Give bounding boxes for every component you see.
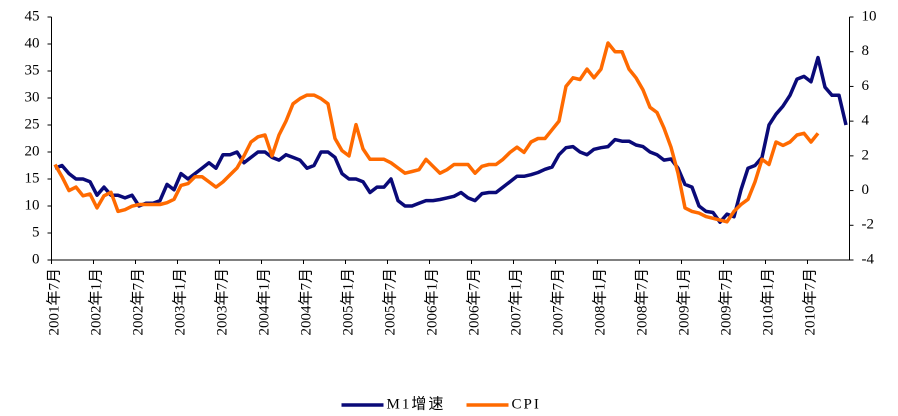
y-tick-label: 30 <box>25 89 40 105</box>
y-tick-label: 10 <box>25 197 40 213</box>
x-tick-label: 2004年7月 <box>297 268 314 336</box>
x-tick-label: 2010年7月 <box>801 268 818 336</box>
y2-tick-label: -2 <box>862 217 875 233</box>
y2-tick-label: -4 <box>862 251 875 267</box>
y-tick-label: 0 <box>32 251 40 267</box>
y-tick-label: 25 <box>25 116 40 132</box>
x-tick-label: 2005年1月 <box>339 268 356 336</box>
y2-tick-label: 8 <box>862 43 870 59</box>
y2-tick-label: 2 <box>862 147 870 163</box>
y2-tick-label: 10 <box>862 8 877 24</box>
y-tick-label: 45 <box>25 8 40 24</box>
y2-tick-label: 4 <box>862 113 870 129</box>
x-tick-label: 2001年7月 <box>45 268 62 336</box>
x-tick-label: 2004年1月 <box>255 268 272 336</box>
y-tick-label: 5 <box>32 224 40 240</box>
y-tick-label: 15 <box>25 170 40 186</box>
x-tick-label: 2009年7月 <box>717 268 734 336</box>
series-line <box>53 41 820 224</box>
x-tick-label: 2005年7月 <box>381 268 398 336</box>
y2-tick-label: 6 <box>862 78 870 94</box>
y-tick-label: 20 <box>25 143 40 159</box>
x-tick-label: 2008年1月 <box>591 268 608 336</box>
x-tick-label: 2009年1月 <box>675 268 692 336</box>
y-tick-label: 35 <box>25 62 40 78</box>
legend-label: CPI <box>512 396 541 412</box>
x-tick-label: 2006年7月 <box>465 268 482 336</box>
x-tick-label: 2002年7月 <box>129 268 146 336</box>
x-tick-label: 2006年1月 <box>423 268 440 336</box>
x-tick-label: 2003年1月 <box>171 268 188 336</box>
legend-label: M1增速 <box>387 395 446 412</box>
x-tick-label: 2007年1月 <box>507 268 524 336</box>
x-tick-label: 2008年7月 <box>633 268 650 336</box>
y-tick-label: 40 <box>25 35 40 51</box>
series-line <box>54 55 848 224</box>
x-tick-label: 2002年1月 <box>87 268 104 336</box>
x-tick-label: 2010年1月 <box>759 268 776 336</box>
x-tick-label: 2007年7月 <box>549 268 566 336</box>
x-tick-label: 2003年7月 <box>213 268 230 336</box>
y2-tick-label: 0 <box>862 182 870 198</box>
